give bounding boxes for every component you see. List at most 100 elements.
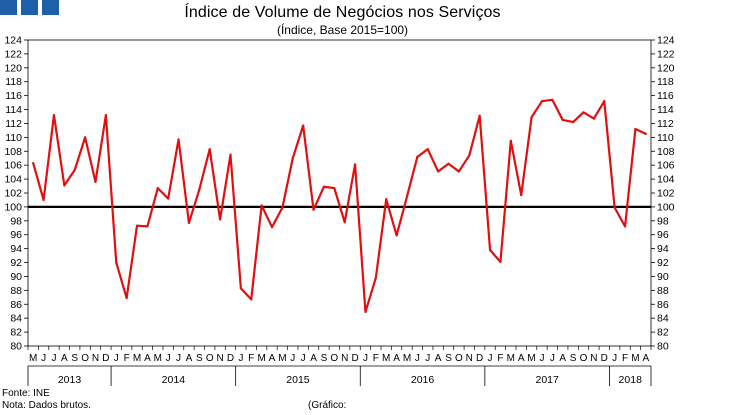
x-month-label: A <box>559 353 566 364</box>
data-point <box>572 120 575 124</box>
data-point <box>603 100 606 103</box>
y-tick-label-left: 102 <box>4 188 22 200</box>
data-point <box>582 111 585 114</box>
y-tick-label-right: 84 <box>657 313 669 325</box>
y-tick-label-right: 108 <box>657 146 675 158</box>
y-tick-label-left: 88 <box>10 285 22 297</box>
y-tick-label-left: 90 <box>10 271 22 283</box>
x-month-label: S <box>196 353 203 364</box>
data-point <box>270 225 274 229</box>
x-month-label: J <box>301 353 306 364</box>
y-tick-label-right: 86 <box>657 299 669 311</box>
data-point <box>447 162 450 165</box>
data-point <box>229 153 232 156</box>
data-point <box>457 170 461 173</box>
data-point <box>405 195 409 198</box>
x-month-label: A <box>144 353 151 364</box>
y-tick-label-left: 114 <box>5 104 22 116</box>
x-month-label: O <box>455 353 463 364</box>
data-point <box>135 224 139 227</box>
data-point <box>167 197 170 200</box>
plot-frame <box>27 39 652 347</box>
y-tick-label-left: 100 <box>4 201 22 213</box>
x-month-label: J <box>51 353 56 364</box>
x-year-label: 2015 <box>286 374 310 386</box>
y-tick-label-left: 92 <box>10 257 22 269</box>
y-tick-label-right: 110 <box>657 132 674 144</box>
data-point <box>623 225 627 228</box>
x-month-label: D <box>227 353 234 364</box>
chart-title: Índice de Volume de Negócios nos Serviço… <box>184 4 501 21</box>
y-tick-label-right: 116 <box>657 90 674 102</box>
chart-reference: (Gráfico: <box>308 400 347 411</box>
brand-square <box>0 0 17 15</box>
x-month-label: M <box>278 353 286 364</box>
x-month-label: S <box>445 353 452 364</box>
data-point <box>187 221 191 225</box>
data-point <box>94 180 97 183</box>
data-point <box>520 193 523 197</box>
data-point <box>125 296 128 300</box>
y-tick-label-right: 102 <box>657 188 675 200</box>
y-tick-label-right: 90 <box>657 271 669 283</box>
y-tick-label-left: 98 <box>10 215 22 227</box>
data-point <box>260 204 263 207</box>
x-month-label: J <box>612 353 617 364</box>
x-month-label: J <box>425 353 430 364</box>
x-month-label: A <box>269 353 276 364</box>
y-tick-label-right: 120 <box>657 62 675 74</box>
x-month-label: J <box>114 353 119 364</box>
y-tick-label-right: 100 <box>657 201 675 213</box>
x-month-label: A <box>393 353 400 364</box>
data-point <box>177 138 180 141</box>
source-note: Fonte: INE <box>2 388 50 399</box>
x-month-label: J <box>41 353 46 364</box>
data-point <box>146 225 149 228</box>
data-point <box>468 154 471 157</box>
brand-square <box>21 0 38 15</box>
y-tick-label-right: 106 <box>657 160 675 172</box>
x-month-label: S <box>71 353 78 364</box>
data-point <box>250 298 253 301</box>
series-line <box>32 98 647 314</box>
data-point <box>540 100 544 103</box>
y-tick-label-left: 116 <box>5 90 22 102</box>
y-tick-label-right: 112 <box>657 118 674 130</box>
data-point <box>32 161 35 165</box>
y-tick-label-right: 98 <box>657 215 669 227</box>
y-tick-label-right: 114 <box>657 104 674 116</box>
y-tick-label-left: 108 <box>4 146 22 158</box>
x-month-label: J <box>166 353 171 364</box>
y-tick-label-left: 112 <box>5 118 22 130</box>
y-tick-label-right: 104 <box>657 174 675 186</box>
y-tick-label-left: 96 <box>10 229 22 241</box>
x-month-label: M <box>527 353 535 364</box>
x-month-label: D <box>601 353 608 364</box>
data-point <box>437 170 440 173</box>
data-point <box>322 185 326 188</box>
y-tick-label-left: 80 <box>10 341 22 353</box>
data-point <box>156 187 159 190</box>
y-tick-label-right: 80 <box>657 341 669 353</box>
x-month-label: N <box>590 353 597 364</box>
data-point <box>395 234 398 237</box>
data-point <box>488 248 492 252</box>
y-tick-label-right: 96 <box>657 229 669 241</box>
data-point <box>42 198 45 202</box>
y-tick-label-right: 88 <box>657 285 669 297</box>
data-point <box>478 114 481 117</box>
data-point <box>291 157 294 160</box>
x-month-label: M <box>631 353 639 364</box>
x-month-label: F <box>373 353 379 364</box>
x-month-label: J <box>238 353 243 364</box>
x-month-label: N <box>92 353 99 364</box>
x-month-label: J <box>415 353 420 364</box>
y-tick-label-right: 122 <box>657 48 675 60</box>
data-note: Nota: Dados brutos. <box>2 400 91 411</box>
x-month-label: F <box>622 353 628 364</box>
y-tick-label-left: 110 <box>5 132 22 144</box>
data-point <box>364 310 367 314</box>
x-month-label: O <box>330 353 338 364</box>
data-point <box>73 168 76 172</box>
